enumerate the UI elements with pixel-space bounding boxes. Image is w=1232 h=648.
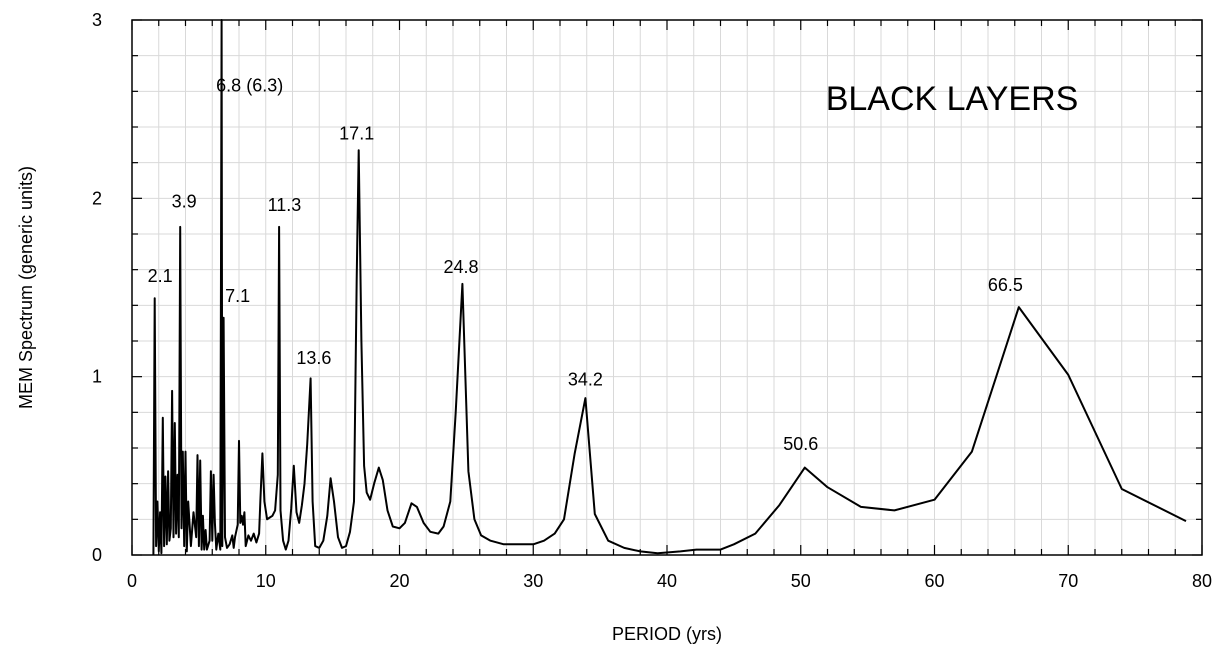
x-tick-label: 50 [791, 571, 811, 591]
x-tick-label: 70 [1058, 571, 1078, 591]
peak-label: 34.2 [568, 370, 603, 390]
y-tick-label: 3 [92, 10, 102, 30]
plot-frame [131, 19, 1203, 556]
peak-label: 50.6 [783, 434, 818, 454]
chart-title: BLACK LAYERS [826, 80, 1079, 118]
peak-label: 17.1 [339, 123, 374, 143]
grid [131, 19, 1203, 556]
x-axis-ticks: 0 10 20 30 40 50 60 70 80 [127, 571, 1212, 591]
x-tick-label: 80 [1192, 571, 1212, 591]
peak-label: 24.8 [444, 257, 479, 277]
y-axis-title: MEM Spectrum (generic units) [16, 166, 36, 409]
x-axis-title: PERIOD (yrs) [612, 624, 722, 644]
x-tick-label: 30 [523, 571, 543, 591]
y-tick-label: 0 [92, 545, 102, 565]
peak-labels: 2.1 3.9 6.8 (6.3) 7.1 11.3 13.6 17.1 24.8 34.2 50… [148, 75, 1023, 453]
peak-label: 11.3 [268, 195, 302, 215]
peak-label: 6.8 (6.3) [216, 75, 283, 95]
x-tick-label: 20 [389, 571, 409, 591]
x-tick-label: 10 [256, 571, 276, 591]
y-tick-label: 1 [92, 367, 102, 387]
peak-label: 66.5 [988, 275, 1023, 295]
y-tick-label: 2 [92, 188, 102, 208]
series-line [152, 19, 1187, 556]
x-tick-label: 60 [924, 571, 944, 591]
peak-label: 13.6 [296, 348, 331, 368]
y-axis-ticks: 0 1 2 3 [92, 10, 102, 565]
peak-label: 2.1 [148, 266, 173, 286]
x-tick-label: 0 [127, 571, 137, 591]
x-tick-label: 40 [657, 571, 677, 591]
peak-label: 3.9 [172, 191, 197, 211]
peak-label: 7.1 [225, 286, 250, 306]
